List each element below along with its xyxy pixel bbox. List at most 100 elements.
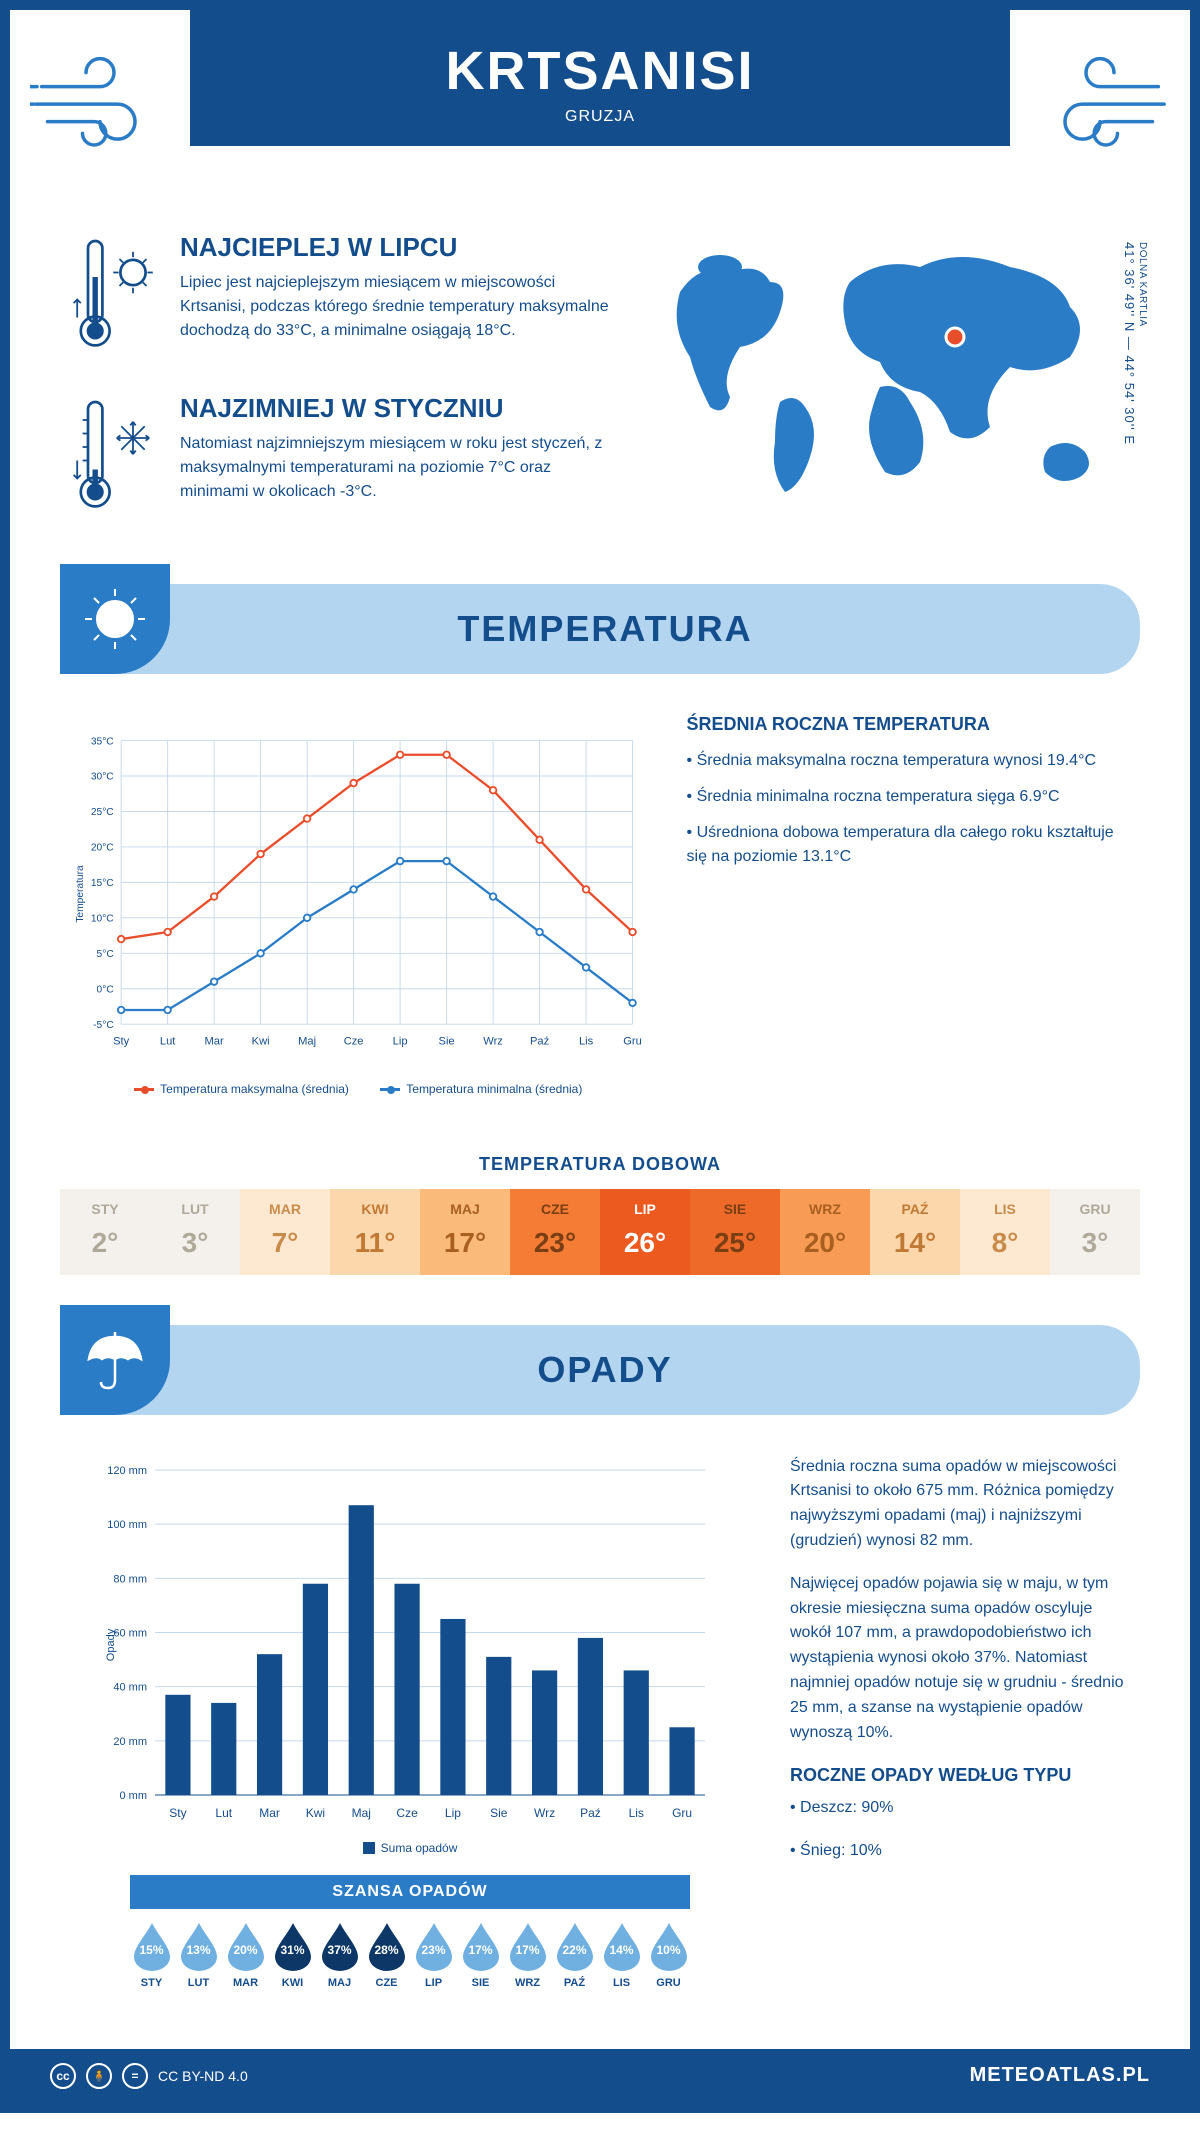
svg-text:Paź: Paź (580, 1806, 601, 1820)
wind-icon-right (1010, 10, 1190, 192)
section-precip-title: OPADY (170, 1349, 1140, 1391)
rain-drop-cell: 14%LIS (600, 1921, 643, 1989)
section-precip-banner: OPADY (60, 1325, 1140, 1415)
wind-icon-left (10, 10, 190, 192)
temp-side-p2: • Średnia minimalna roczna temperatura s… (687, 785, 1130, 809)
region-label: DOLNA KARTLIA (1137, 242, 1148, 439)
precip-chart-row: 0 mm20 mm40 mm60 mm80 mm100 mm120 mmOpad… (10, 1445, 1190, 2049)
svg-text:Lis: Lis (579, 1035, 594, 1047)
month-cell: MAR7° (240, 1189, 330, 1275)
rain-drop-cell: 28%CZE (365, 1921, 408, 1989)
temp-chart-row: -5°C0°C5°C10°C15°C20°C25°C30°C35°CStyLut… (10, 704, 1190, 1134)
precip-type2: • Śnieg: 10% (790, 1839, 1130, 1864)
svg-text:Cze: Cze (344, 1035, 364, 1047)
svg-text:10°C: 10°C (91, 913, 114, 924)
info-hot-title: NAJCIEPLEJ W LIPCU (180, 232, 610, 263)
world-map: DOLNA KARTLIA 41° 36' 49'' N — 44° 54' 3… (650, 232, 1130, 554)
svg-text:Lut: Lut (160, 1035, 176, 1047)
svg-text:Sie: Sie (439, 1035, 455, 1047)
svg-text:Maj: Maj (298, 1035, 316, 1047)
rain-chance-block: SZANSA OPADÓW 15%STY13%LUT20%MAR31%KWI37… (130, 1875, 690, 1989)
svg-text:Mar: Mar (205, 1035, 224, 1047)
svg-text:Maj: Maj (352, 1806, 371, 1820)
section-temp-title: TEMPERATURA (170, 608, 1140, 650)
month-cell: WRZ20° (780, 1189, 870, 1275)
month-cell: LIP26° (600, 1189, 690, 1275)
cc-icon: cc (50, 2063, 76, 2089)
svg-text:60 mm: 60 mm (113, 1627, 147, 1639)
svg-text:100 mm: 100 mm (107, 1519, 147, 1531)
page-subtitle: GRUZJA (210, 108, 990, 126)
svg-text:Wrz: Wrz (534, 1806, 555, 1820)
precip-p2: Najwięcej opadów pojawia się w maju, w t… (790, 1572, 1130, 1746)
daily-temp-strip: STY2°LUT3°MAR7°KWI11°MAJ17°CZE23°LIP26°S… (60, 1189, 1140, 1275)
legend-min-label: Temperatura minimalna (średnia) (406, 1082, 582, 1096)
svg-text:Sty: Sty (169, 1806, 186, 1820)
umbrella-icon (60, 1305, 170, 1415)
svg-text:15°C: 15°C (91, 878, 114, 889)
footer-license: cc 🧍 = CC BY-ND 4.0 (50, 2063, 248, 2089)
rain-drop-cell: 10%GRU (647, 1921, 690, 1989)
svg-text:Lut: Lut (215, 1806, 232, 1820)
daily-temp-title: TEMPERATURA DOBOWA (10, 1154, 1190, 1175)
svg-text:Lis: Lis (629, 1806, 644, 1820)
precip-type-heading: ROCZNE OPADY WEDŁUG TYPU (790, 1765, 1130, 1786)
month-cell: LIS8° (960, 1189, 1050, 1275)
nd-icon: = (122, 2063, 148, 2089)
rain-drop-cell: 17%WRZ (506, 1921, 549, 1989)
rain-chance-title: SZANSA OPADÓW (130, 1875, 690, 1909)
license-text: CC BY-ND 4.0 (158, 2068, 248, 2084)
svg-text:40 mm: 40 mm (113, 1681, 147, 1693)
temperature-line-chart: -5°C0°C5°C10°C15°C20°C25°C30°C35°CStyLut… (70, 714, 647, 1074)
svg-text:Lip: Lip (393, 1035, 408, 1047)
month-cell: KWI11° (330, 1189, 420, 1275)
svg-text:Temperatura: Temperatura (75, 865, 86, 923)
legend-max-label: Temperatura maksymalna (średnia) (160, 1082, 349, 1096)
svg-text:5°C: 5°C (97, 949, 114, 960)
thermometer-cold-icon (70, 393, 160, 524)
svg-text:Opady: Opady (105, 1628, 117, 1661)
svg-text:Kwi: Kwi (306, 1806, 325, 1820)
precip-legend: Suma opadów (70, 1835, 750, 1875)
coords-text: 41° 36' 49'' N — 44° 54' 30'' E (1122, 242, 1137, 445)
month-cell: STY2° (60, 1189, 150, 1275)
month-cell: LUT3° (150, 1189, 240, 1275)
svg-text:Sty: Sty (113, 1035, 130, 1047)
info-hot-block: NAJCIEPLEJ W LIPCU Lipiec jest najcieple… (70, 232, 610, 363)
info-cold-title: NAJZIMNIEJ W STYCZNIU (180, 393, 610, 424)
temp-side-text: ŚREDNIA ROCZNA TEMPERATURA • Średnia mak… (687, 714, 1130, 1104)
month-cell: GRU3° (1050, 1189, 1140, 1275)
thermometer-hot-icon (70, 232, 160, 363)
page-title: KRTSANISI (210, 40, 990, 102)
svg-text:30°C: 30°C (91, 771, 114, 782)
svg-text:0 mm: 0 mm (120, 1790, 148, 1802)
precipitation-bar-chart: 0 mm20 mm40 mm60 mm80 mm100 mm120 mmOpad… (70, 1455, 750, 1835)
sun-icon (60, 564, 170, 674)
svg-text:0°C: 0°C (97, 984, 114, 995)
svg-text:Sie: Sie (490, 1806, 508, 1820)
info-cold-block: NAJZIMNIEJ W STYCZNIU Natomiast najzimni… (70, 393, 610, 524)
svg-text:Mar: Mar (259, 1806, 280, 1820)
svg-text:120 mm: 120 mm (107, 1465, 147, 1477)
temp-legend: Temperatura maksymalna (średnia) Tempera… (70, 1074, 647, 1104)
svg-text:20°C: 20°C (91, 842, 114, 853)
title-banner: KRTSANISI GRUZJA (190, 10, 1010, 146)
rain-drop-cell: 15%STY (130, 1921, 173, 1989)
month-cell: SIE25° (690, 1189, 780, 1275)
info-cold-body: Natomiast najzimniejszym miesiącem w rok… (180, 432, 610, 504)
precip-side-text: Średnia roczna suma opadów w miejscowośc… (790, 1455, 1130, 2019)
precip-p1: Średnia roczna suma opadów w miejscowośc… (790, 1455, 1130, 1554)
rain-drop-cell: 31%KWI (271, 1921, 314, 1989)
rain-drop-cell: 37%MAJ (318, 1921, 361, 1989)
temp-side-p3: • Uśredniona dobowa temperatura dla całe… (687, 821, 1130, 869)
svg-text:Paź: Paź (530, 1035, 550, 1047)
svg-text:35°C: 35°C (91, 736, 114, 747)
svg-text:Cze: Cze (396, 1806, 418, 1820)
svg-text:25°C: 25°C (91, 807, 114, 818)
precip-legend-label: Suma opadów (381, 1841, 458, 1855)
rain-drop-cell: 13%LUT (177, 1921, 220, 1989)
footer: cc 🧍 = CC BY-ND 4.0 METEOATLAS.PL (10, 2049, 1190, 2103)
temp-side-heading: ŚREDNIA ROCZNA TEMPERATURA (687, 714, 1130, 735)
svg-text:20 mm: 20 mm (113, 1735, 147, 1747)
coordinates: DOLNA KARTLIA 41° 36' 49'' N — 44° 54' 3… (1122, 242, 1148, 445)
